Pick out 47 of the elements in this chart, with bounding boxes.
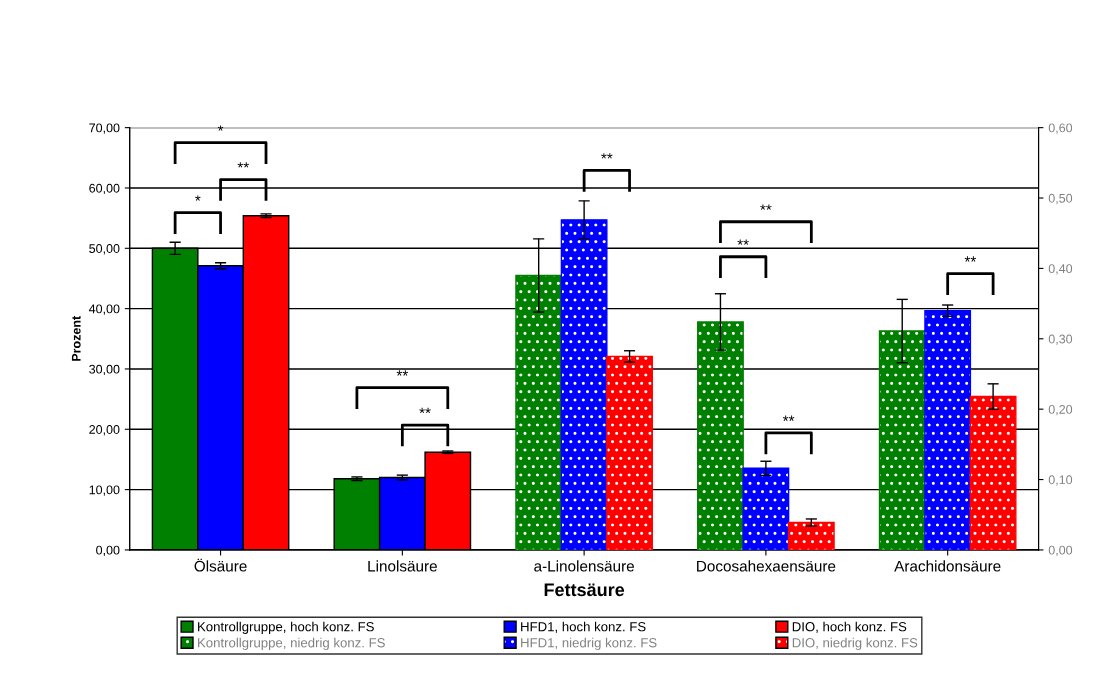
annotation: **: [760, 204, 772, 210]
bar: [697, 321, 744, 550]
y-axis-title: Prozent: [71, 316, 81, 361]
y-tick-label: 20,00: [89, 425, 120, 436]
y2-tick-label: 0,00: [1048, 545, 1073, 557]
y-tick-label: 0,00: [96, 545, 120, 557]
bar: [515, 274, 563, 550]
bar: [878, 330, 926, 550]
annotation: **: [396, 370, 409, 376]
x-tick-label: Ölsäure: [194, 558, 247, 572]
legend-label: DIO, hoch konz. FS: [792, 621, 907, 633]
annotation: **: [737, 239, 749, 245]
y2-tick-label: 0,30: [1048, 334, 1073, 345]
x-tick-label: Arachidonsäure: [894, 560, 1001, 572]
annotation: *: [217, 125, 224, 131]
x-tick-label: a-Linolensäure: [534, 560, 634, 572]
legend-label: HFD1, hoch konz. FS: [521, 621, 646, 633]
legend-label: Kontrollgruppe, niedrig konz. FS: [198, 637, 385, 651]
y2-tick-label: 0,50: [1048, 193, 1073, 205]
bar: [969, 395, 1017, 550]
x-tick-label: Linolsäure: [368, 560, 437, 572]
annotation: **: [601, 153, 613, 159]
y2-tick-label: 0,60: [1048, 123, 1073, 134]
legend-label: Kontrollgruppe, hoch konz. FS: [198, 621, 374, 634]
annotation: **: [782, 415, 795, 421]
y2-tick-label: 0,20: [1048, 404, 1073, 416]
x-axis-title: Fettsäure: [544, 583, 625, 597]
bar: [742, 467, 790, 550]
bar: [924, 309, 972, 550]
annotation: **: [237, 162, 249, 168]
bar: [560, 219, 608, 550]
legend-label: HFD1, niedrig konz. FS: [521, 637, 657, 651]
annotation: *: [195, 195, 201, 201]
bar: [787, 521, 835, 550]
y2-tick-label: 0,40: [1048, 264, 1073, 275]
y-tick-label: 70,00: [89, 123, 120, 134]
y2-tick-label: 0,10: [1048, 475, 1073, 486]
y-tick-label: 40,00: [88, 304, 120, 315]
bar: [606, 355, 653, 550]
y-tick-label: 30,00: [89, 364, 120, 376]
y-tick-label: 60,00: [89, 183, 120, 195]
legend-label: DIO, niedrig konz. FS: [792, 637, 918, 651]
annotation: **: [964, 256, 977, 262]
annotation: **: [419, 407, 431, 414]
y-tick-label: 10,00: [89, 485, 120, 496]
x-tick-label: Docosahexaensäure: [697, 560, 836, 572]
y-tick-label: 50,00: [89, 244, 120, 255]
